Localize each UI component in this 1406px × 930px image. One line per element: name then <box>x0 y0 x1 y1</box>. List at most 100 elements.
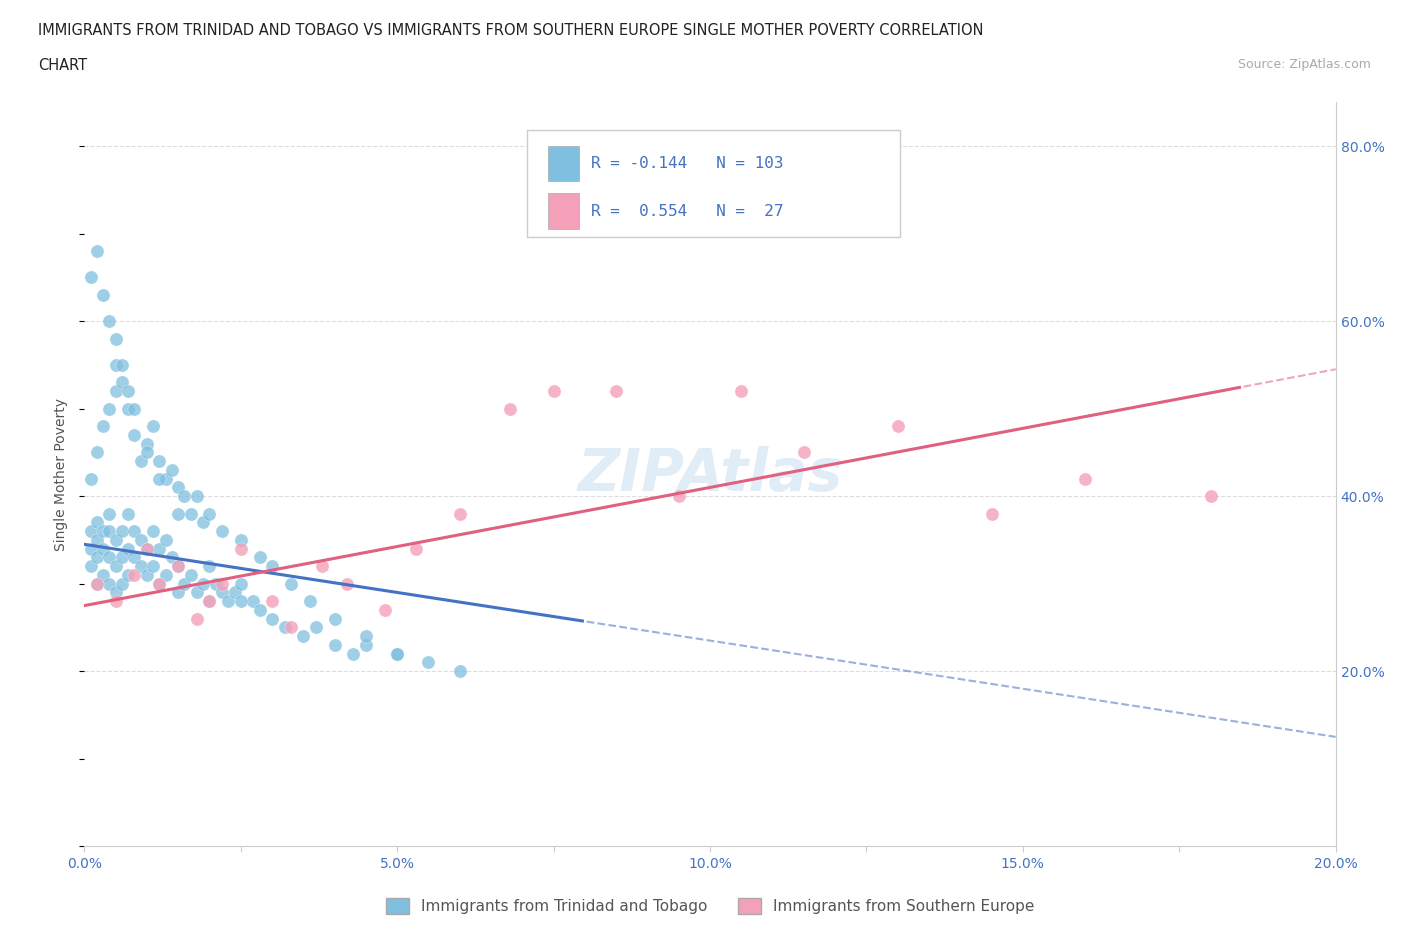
Point <box>148 454 170 469</box>
Point <box>160 550 183 565</box>
Point <box>229 541 252 556</box>
Point <box>91 287 114 302</box>
Point <box>136 541 159 556</box>
Point <box>79 541 101 556</box>
Point <box>142 418 165 433</box>
Point <box>198 593 221 608</box>
Point <box>262 593 284 608</box>
Point <box>354 629 377 644</box>
Point <box>262 559 284 574</box>
Point <box>224 585 246 600</box>
Point <box>249 550 271 565</box>
Point <box>98 506 121 521</box>
Point <box>124 428 146 443</box>
Text: R =  0.554   N =  27: R = 0.554 N = 27 <box>591 204 783 219</box>
Point <box>148 577 170 591</box>
Point <box>117 541 139 556</box>
Point <box>86 445 108 459</box>
Point <box>418 655 440 670</box>
Point <box>198 506 221 521</box>
Point <box>385 646 409 661</box>
Point <box>354 638 377 653</box>
Point <box>193 577 215 591</box>
Point <box>129 533 152 548</box>
Point <box>980 506 1002 521</box>
Point <box>449 506 471 521</box>
Point <box>793 445 815 459</box>
Point <box>262 611 284 626</box>
Legend: Immigrants from Trinidad and Tobago, Immigrants from Southern Europe: Immigrants from Trinidad and Tobago, Imm… <box>380 892 1040 921</box>
Point <box>155 472 177 486</box>
Point <box>111 375 134 390</box>
Point <box>104 331 127 346</box>
Point <box>91 541 114 556</box>
Point <box>887 418 910 433</box>
Point <box>280 620 302 635</box>
Point <box>86 244 108 259</box>
Point <box>104 585 127 600</box>
Point <box>229 593 252 608</box>
Point <box>148 541 170 556</box>
Point <box>136 445 159 459</box>
Point <box>211 585 233 600</box>
Point <box>229 577 252 591</box>
Point <box>86 533 108 548</box>
Point <box>117 506 139 521</box>
Point <box>98 524 121 538</box>
Point <box>91 524 114 538</box>
Point <box>298 593 321 608</box>
Point <box>86 515 108 530</box>
Point <box>311 559 333 574</box>
Text: CHART: CHART <box>38 58 87 73</box>
Point <box>342 646 364 661</box>
Point <box>543 384 565 399</box>
Point <box>111 524 134 538</box>
Point <box>167 559 190 574</box>
Point <box>186 611 208 626</box>
Point <box>91 567 114 582</box>
Point <box>180 567 202 582</box>
Point <box>229 533 252 548</box>
Point <box>167 559 190 574</box>
Point <box>374 603 396 618</box>
Point <box>142 559 165 574</box>
Point <box>104 384 127 399</box>
Point <box>449 664 471 679</box>
Point <box>249 603 271 618</box>
Point <box>173 489 195 504</box>
Point <box>129 559 152 574</box>
Point <box>730 384 752 399</box>
Point <box>280 577 302 591</box>
Point <box>1199 489 1222 504</box>
Point <box>605 384 627 399</box>
Point <box>117 384 139 399</box>
Point <box>173 577 195 591</box>
Point <box>193 515 215 530</box>
Point <box>148 472 170 486</box>
Point <box>186 489 208 504</box>
Point <box>124 524 146 538</box>
Point <box>323 638 346 653</box>
Point <box>136 436 159 451</box>
Point <box>124 567 146 582</box>
Point <box>111 357 134 372</box>
Point <box>211 524 233 538</box>
Point <box>186 585 208 600</box>
Point <box>98 401 121 416</box>
Point <box>86 577 108 591</box>
Point <box>124 401 146 416</box>
Point <box>167 506 190 521</box>
Text: IMMIGRANTS FROM TRINIDAD AND TOBAGO VS IMMIGRANTS FROM SOUTHERN EUROPE SINGLE MO: IMMIGRANTS FROM TRINIDAD AND TOBAGO VS I… <box>38 23 983 38</box>
Point <box>79 524 101 538</box>
Point <box>104 559 127 574</box>
Text: Source: ZipAtlas.com: Source: ZipAtlas.com <box>1237 58 1371 71</box>
Point <box>292 629 315 644</box>
Point <box>79 472 101 486</box>
Point <box>217 593 239 608</box>
Point <box>111 550 134 565</box>
Point <box>155 533 177 548</box>
Point <box>242 593 264 608</box>
Point <box>117 567 139 582</box>
Point <box>305 620 328 635</box>
Point <box>273 620 295 635</box>
